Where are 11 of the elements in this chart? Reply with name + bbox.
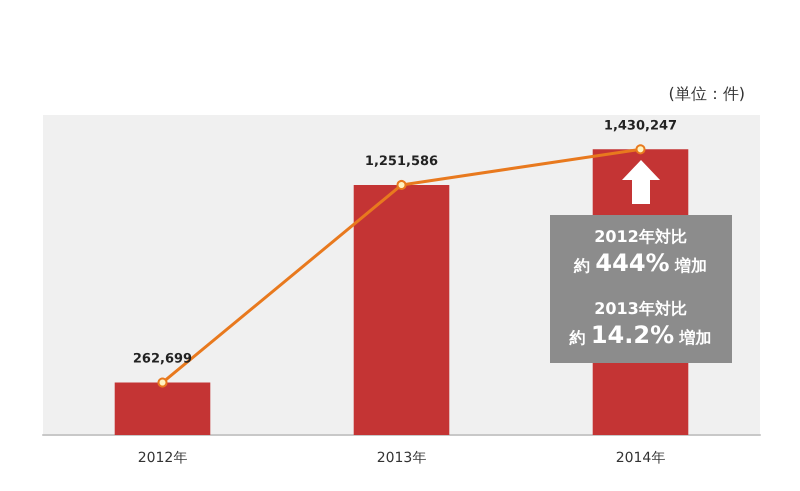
- x-tick-label: 2013年: [376, 450, 426, 466]
- data-label: 1,430,247: [604, 118, 678, 134]
- x-tick-label: 2014年: [616, 450, 666, 466]
- x-tick-label: 2012年: [138, 450, 188, 466]
- annotation: 約 14.2% 増加: [569, 321, 712, 350]
- annotation: 約 444% 増加: [574, 249, 708, 278]
- data-label: 1,251,586: [364, 154, 438, 169]
- annotation: 2013年対比: [594, 299, 687, 318]
- text: (単位：件): [668, 84, 745, 105]
- data-label: 262,699: [132, 352, 192, 367]
- annotation: 2012年対比: [594, 227, 687, 246]
